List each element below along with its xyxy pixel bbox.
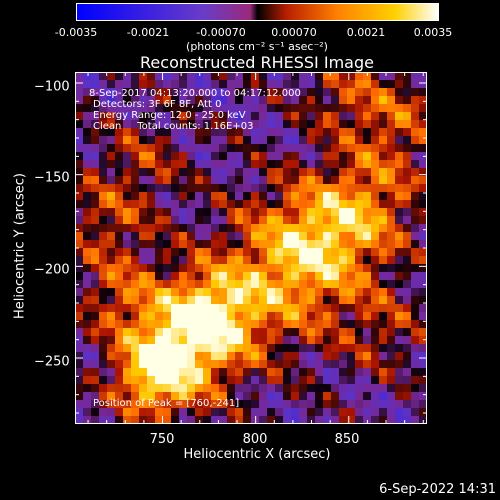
y-tick-label: −100 [34, 79, 70, 95]
info-detectors: Detectors: 3F 6F 8F, Att 0 [93, 99, 222, 110]
info-clean-counts: Clean Total counts: 1.16E+03 [93, 121, 254, 132]
datestamp: 6-Sep-2022 14:31 [379, 482, 496, 497]
x-tick-label: 850 [334, 432, 360, 447]
colorbar-tick: 0.0021 [346, 26, 386, 39]
x-tick-label: 800 [242, 432, 268, 447]
colorbar-tick: 0.00070 [271, 26, 317, 39]
heatmap-cells [75, 72, 427, 424]
info-time-range: 8-Sep-2017 04:13:20.000 to 04:17:12.000 [89, 88, 301, 99]
info-peak-position: Position of Peak = [760,-241] [93, 398, 240, 409]
x-axis-label: Heliocentric X (arcsec) [183, 447, 331, 462]
colorbar-tick: -0.00070 [196, 26, 246, 39]
colorbar [76, 3, 439, 21]
y-tick-label: −150 [34, 170, 70, 186]
y-tick-label: −250 [34, 354, 70, 370]
x-tick-label: 750 [149, 432, 175, 447]
y-tick-label: −200 [34, 262, 70, 278]
plot-area: 8-Sep-2017 04:13:20.000 to 04:17:12.000 … [75, 72, 427, 424]
y-axis-label: Heliocentric Y (arcsec) [12, 173, 28, 319]
colorbar-tick: -0.0035 [54, 26, 98, 39]
plot-title: Reconstructed RHESSI Image [140, 53, 374, 72]
colorbar-tick: 0.0035 [413, 26, 453, 39]
colorbar-tick: -0.0021 [126, 26, 170, 39]
heatmap-image [75, 72, 427, 424]
info-energy-range: Energy Range: 12.0 - 25.0 keV [93, 110, 246, 121]
colorbar-unit: (photons cm⁻² s⁻¹ asec⁻²) [186, 40, 328, 53]
